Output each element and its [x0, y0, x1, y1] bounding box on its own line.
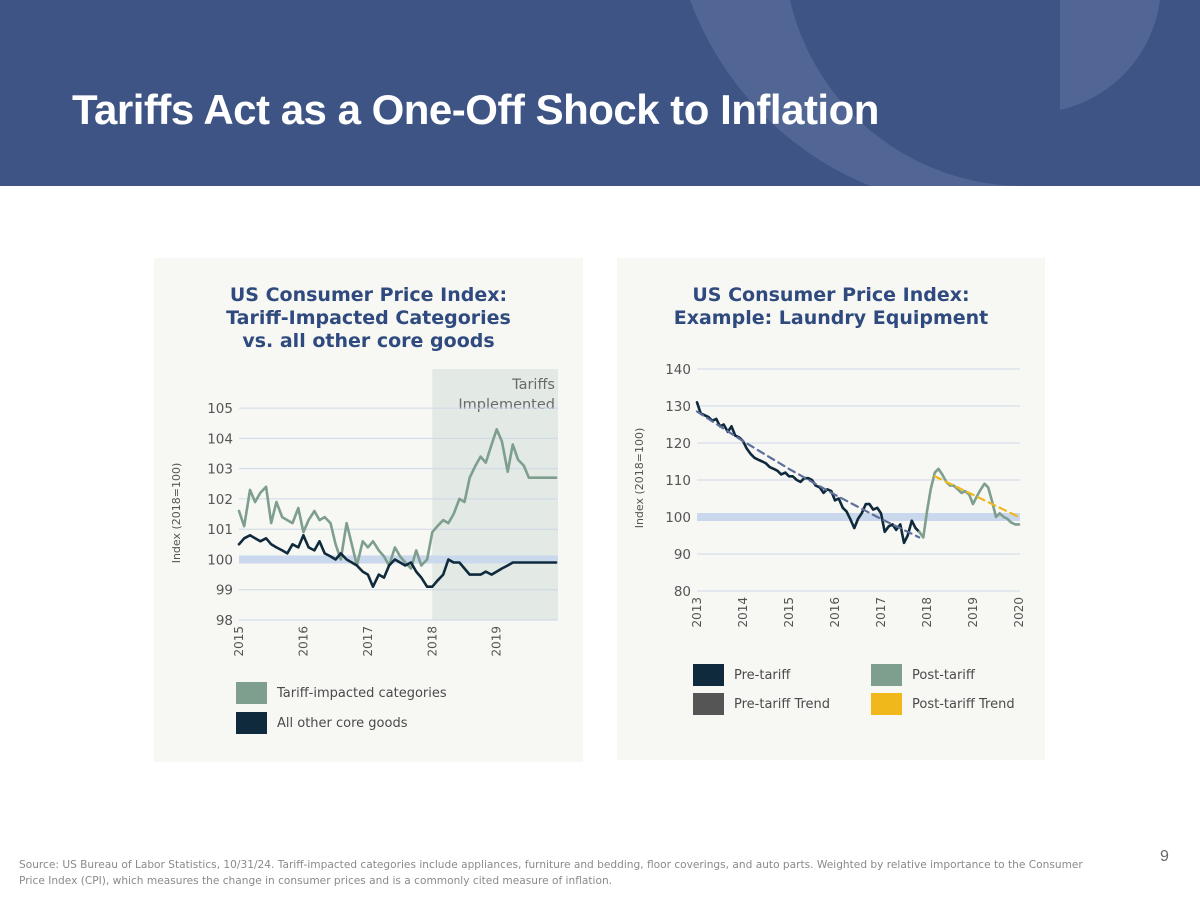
legend-label-post-tariff-trend: Post-tariff Trend: [912, 696, 1015, 712]
y-tick-label-140: 140: [665, 362, 691, 378]
chart-title-left: US Consumer Price Index: Tariff-Impacted…: [154, 284, 583, 353]
legend-label-core-goods: All other core goods: [277, 715, 408, 731]
y-tick-label-103: 103: [207, 462, 233, 478]
chart-right-plot: 80 90 100 110 120 130 140 2013 2014 2015 2016 2017 2…: [633, 362, 1026, 628]
legend-item-pre-tariff: Pre-tariff: [693, 664, 790, 686]
series-line-pre-tariff: [695, 401, 921, 545]
chart-left-plot: Tariffs Implemented 98 99 100 101 102 103 104 105…: [170, 369, 558, 657]
y-tick-label-99: 99: [216, 583, 233, 599]
x-tick-label-2017: 2017: [361, 626, 375, 657]
series-line-post-tariff: [917, 467, 1021, 539]
y-tick-label-80: 80: [674, 584, 691, 600]
y-axis-label: Index (2018=100): [170, 463, 183, 564]
x-tick-label-2016: 2016: [296, 626, 310, 657]
y-tick-label-100: 100: [665, 510, 691, 526]
y-tick-label-102: 102: [207, 492, 233, 508]
slide-title: Tariffs Act as a One-Off Shock to Inflat…: [72, 86, 879, 133]
x-tick-label-2018: 2018: [425, 626, 439, 657]
chart-title-left-line-2: Tariff-Impacted Categories: [226, 307, 511, 329]
y-tick-label-105: 105: [207, 401, 233, 417]
chart-title-right-line-1: US Consumer Price Index:: [692, 284, 970, 306]
shaded-region-label-1: Tariffs: [511, 377, 555, 393]
chart-title-right: US Consumer Price Index: Example: Laundr…: [617, 284, 1045, 330]
x-tick-label-2013: 2013: [690, 597, 704, 628]
tariff-shaded-region: [432, 369, 558, 620]
y-tick-label-120: 120: [665, 436, 691, 452]
legend-item-post-tariff: Post-tariff: [871, 664, 975, 686]
x-tick-label-2015: 2015: [782, 597, 796, 628]
legend-item-pre-tariff-trend: Pre-tariff Trend: [693, 693, 830, 715]
header-decoration: [690, 0, 1160, 186]
slide-header: Tariffs Act as a One-Off Shock to Inflat…: [0, 0, 1200, 186]
y-tick-label-104: 104: [207, 431, 233, 447]
x-tick-label-2020: 2020: [1012, 597, 1026, 628]
chart-title-right-line-2: Example: Laundry Equipment: [673, 307, 989, 329]
chart-title-left-line-3: vs. all other core goods: [242, 330, 495, 352]
series-line-all-other-core-goods: [237, 533, 558, 589]
chart-title-left-line-1: US Consumer Price Index:: [229, 284, 508, 306]
legend-swatch-pre-tariff: [693, 664, 724, 686]
y-tick-label-130: 130: [665, 399, 691, 415]
y-axis-label: Index (2018=100): [633, 428, 646, 529]
y-tick-label-98: 98: [216, 613, 233, 629]
y-tick-label-101: 101: [207, 522, 233, 538]
chart-panel-tariff-vs-core: US Consumer Price Index: Tariff-Impacted…: [154, 258, 583, 762]
x-tick-label-2014: 2014: [736, 597, 750, 628]
legend-swatch-tariff-impacted: [236, 682, 267, 704]
page-number: 9: [1160, 848, 1169, 865]
legend-label-tariff-impacted: Tariff-impacted categories: [277, 685, 447, 701]
series-line-post-tariff-trend: [933, 475, 1021, 519]
x-tick-label-2017: 2017: [874, 597, 888, 628]
x-tick-label-2019: 2019: [490, 626, 504, 657]
legend-swatch-post-tariff: [871, 664, 902, 686]
series-line-tariff-impacted-categories: [237, 428, 558, 570]
x-tick-label-2015: 2015: [232, 626, 246, 657]
x-tick-label-2018: 2018: [920, 597, 934, 628]
legend-label-pre-tariff-trend: Pre-tariff Trend: [734, 696, 831, 712]
legend-label-pre-tariff: Pre-tariff: [734, 667, 791, 683]
legend-swatch-core-goods: [236, 712, 267, 734]
series-line-pre-tariff-trend: [695, 410, 921, 539]
x-tick-label-2019: 2019: [966, 597, 980, 628]
chart-panel-laundry-equipment: US Consumer Price Index: Example: Laundr…: [617, 258, 1045, 760]
legend-swatch-post-tariff-trend: [871, 693, 902, 715]
legend-item-post-tariff-trend: Post-tariff Trend: [871, 693, 1015, 715]
reference-band-100: [239, 555, 558, 564]
x-tick-label-2016: 2016: [828, 597, 842, 628]
y-tick-label-90: 90: [674, 547, 691, 563]
shaded-region-label-2: Implemented: [458, 397, 555, 413]
legend-swatch-pre-tariff-trend: [693, 693, 724, 715]
y-tick-label-100: 100: [207, 552, 233, 568]
legend-item-core-goods: All other core goods: [236, 712, 408, 734]
legend-label-post-tariff: Post-tariff: [912, 667, 975, 683]
source-footnote: Source: US Bureau of Labor Statistics, 1…: [19, 859, 1083, 887]
legend-item-tariff-impacted: Tariff-impacted categories: [236, 682, 447, 704]
y-tick-label-110: 110: [665, 473, 691, 489]
